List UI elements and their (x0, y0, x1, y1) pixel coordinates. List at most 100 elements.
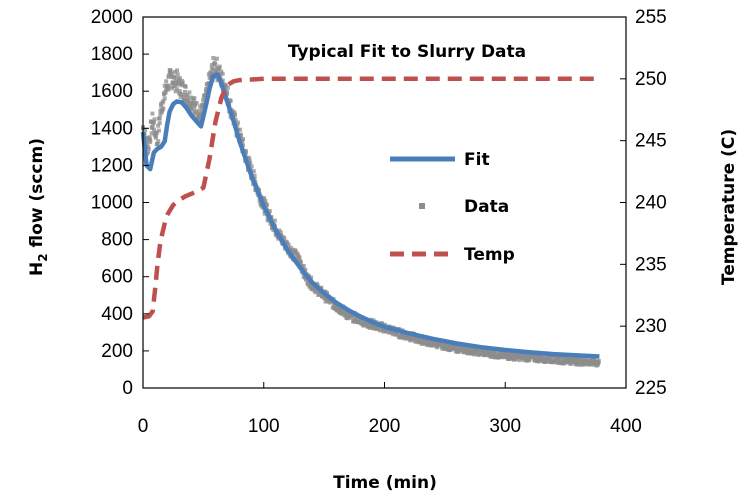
data-point (175, 72, 180, 77)
data-point (172, 70, 177, 74)
y-tick-label: 1200 (91, 155, 133, 176)
data-point (297, 255, 302, 260)
data-point (167, 83, 172, 88)
data-point (177, 89, 182, 94)
data-point (192, 107, 197, 112)
data-point (241, 137, 245, 141)
data-point (225, 85, 230, 90)
data-point (314, 288, 319, 293)
data-point (429, 340, 434, 345)
data-point (225, 90, 229, 94)
data-point (148, 137, 153, 142)
y-tick-label: 1800 (91, 44, 133, 65)
data-point (183, 89, 187, 94)
data-point (146, 149, 151, 154)
data-layer (140, 56, 601, 368)
data-point (167, 73, 172, 78)
data-point (149, 119, 153, 124)
data-point (211, 67, 216, 72)
y-tick-label: 400 (101, 304, 133, 325)
y-tick-label: 600 (101, 267, 133, 288)
data-point (263, 198, 268, 203)
y2-tick-label: 245 (635, 131, 667, 152)
data-point (474, 352, 479, 356)
data-point (575, 359, 579, 364)
data-point (462, 350, 467, 354)
data-point (146, 146, 151, 151)
data-point (151, 127, 156, 132)
data-point (235, 120, 240, 125)
data-point (180, 80, 185, 85)
data-point (171, 80, 176, 85)
data-point (173, 89, 178, 94)
axes-layer (142, 16, 627, 389)
data-point (150, 111, 155, 116)
y-tick-label: 0 (122, 378, 133, 399)
data-point (152, 117, 157, 122)
data-point (155, 142, 160, 146)
data-point (161, 99, 166, 104)
data-point (213, 62, 218, 67)
data-point (372, 326, 377, 331)
data-point (301, 263, 306, 268)
legend-fit-label: Fit (464, 150, 490, 170)
data-point (525, 354, 530, 359)
data-point (282, 235, 287, 240)
legend-temp-label: Temp (464, 245, 515, 265)
data-point (465, 351, 470, 356)
data-point (191, 98, 196, 103)
data-point (178, 92, 183, 97)
data-point (183, 84, 188, 89)
data-point (238, 134, 243, 139)
data-point (157, 116, 162, 121)
plot-area (140, 16, 627, 389)
data-point (145, 141, 150, 146)
data-point (193, 103, 198, 108)
data-point (189, 106, 194, 111)
data-point (391, 332, 395, 337)
legend-data-label: Data (464, 197, 509, 217)
data-point (214, 56, 219, 61)
data-point (580, 356, 585, 361)
data-point (196, 116, 201, 121)
data-point (327, 300, 332, 305)
y-tick-label: 1600 (91, 81, 133, 102)
data-point (278, 230, 283, 235)
data-point (384, 328, 389, 333)
data-point (220, 71, 225, 76)
data-point (144, 136, 149, 141)
data-point (175, 87, 180, 92)
y-axis-title-main: H (27, 262, 47, 276)
data-point (552, 358, 557, 363)
data-point (173, 81, 178, 86)
data-point (190, 102, 195, 106)
data-point (576, 362, 581, 367)
series-temp-line (142, 76, 600, 320)
y2-tick-label: 240 (635, 193, 667, 214)
data-point (164, 79, 169, 84)
data-point (252, 173, 257, 178)
data-point (505, 353, 510, 358)
y-tick-label: 1000 (91, 193, 133, 214)
data-point (527, 357, 532, 361)
data-point (251, 169, 256, 174)
data-point (574, 362, 579, 367)
data-point (238, 127, 243, 132)
data-point (180, 92, 185, 97)
data-point (246, 155, 251, 160)
data-point (578, 362, 583, 367)
data-point (324, 297, 329, 302)
data-point (151, 120, 156, 125)
data-point (149, 131, 154, 136)
data-point (220, 78, 225, 83)
y-tick-label: 1400 (91, 118, 133, 139)
data-point (163, 89, 168, 94)
data-point (378, 327, 383, 332)
y2-tick-label: 235 (635, 254, 667, 275)
data-point (235, 123, 240, 128)
data-point (178, 94, 183, 99)
data-point (592, 357, 597, 362)
x-tick-label: 300 (489, 416, 521, 437)
data-point (176, 82, 181, 87)
data-point (323, 299, 328, 304)
